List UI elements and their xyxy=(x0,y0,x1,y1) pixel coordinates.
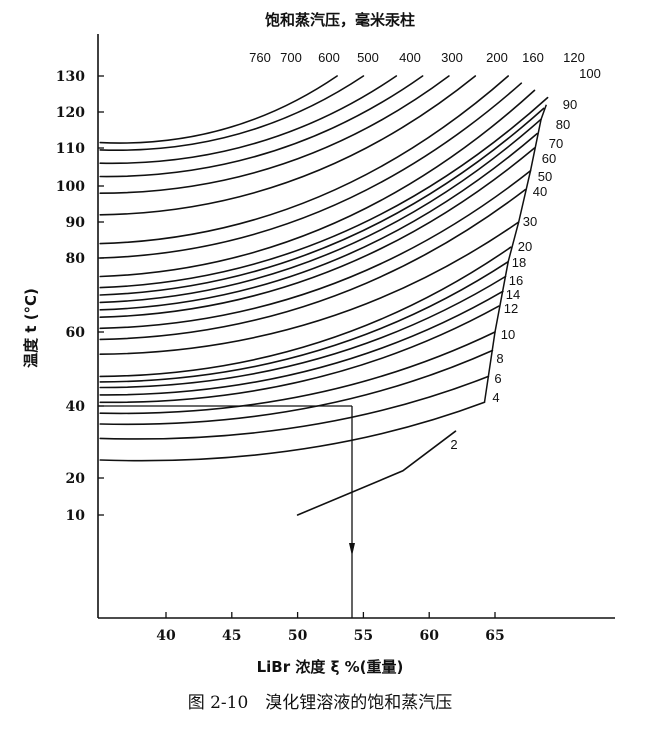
curve-label-right: 60 xyxy=(542,151,556,166)
curve-14-mmhg xyxy=(99,290,504,396)
y-tick-label: 110 xyxy=(56,141,85,157)
curve-600-mmhg xyxy=(99,75,398,165)
curve-label-top: 760 xyxy=(249,50,271,65)
x-axis-title: LiBr 浓度 ξ %(重量) xyxy=(257,658,404,676)
curve-label-top: 100 xyxy=(579,66,601,81)
curve-label-right: 10 xyxy=(501,327,515,342)
curve-160-mmhg xyxy=(99,82,523,259)
curves xyxy=(99,75,549,516)
curve-700-mmhg xyxy=(99,75,365,152)
curve-label-top: 120 xyxy=(563,50,585,65)
y-tick-label: 60 xyxy=(66,325,86,341)
curve-label-right: 18 xyxy=(512,255,526,270)
curve-400-mmhg xyxy=(99,75,450,194)
curve-8-mmhg xyxy=(99,349,494,426)
curve-label-top: 300 xyxy=(441,50,463,65)
curve-label-right: 40 xyxy=(533,184,547,199)
y-tick-label: 130 xyxy=(56,69,85,85)
curve-90-mmhg xyxy=(99,107,545,296)
y-ticks: 10 20 40 60 80 90 100 110 120 130 xyxy=(56,69,104,524)
curve-label-top: 600 xyxy=(318,50,340,65)
curve-760-mmhg xyxy=(99,75,338,144)
curve-label-right: 30 xyxy=(523,214,537,229)
curve-2-mmhg xyxy=(296,430,457,516)
curve-100-mmhg xyxy=(99,96,549,289)
curve-label-right: 90 xyxy=(563,97,577,112)
x-tick-label: 45 xyxy=(222,628,241,644)
x-ticks: 40 45 50 55 60 65 xyxy=(156,612,505,644)
curve-40-mmhg xyxy=(99,188,527,341)
curve-label-right: 2 xyxy=(450,437,457,452)
curve-label-right: 20 xyxy=(518,239,532,254)
curve-label-right: 80 xyxy=(556,117,570,132)
curve-label-right: 50 xyxy=(538,169,552,184)
curve-label-right: 4 xyxy=(492,390,499,405)
crystallization-boundary xyxy=(483,104,548,403)
y-tick-label: 100 xyxy=(56,179,85,195)
curve-500-mmhg xyxy=(99,75,424,178)
curve-200-mmhg xyxy=(99,75,509,245)
y-tick-label: 20 xyxy=(66,471,86,487)
figure-caption: 图 2-10 溴化锂溶液的饱和蒸汽压 xyxy=(188,693,453,713)
y-axis-title: 温度 t (°C) xyxy=(22,288,40,368)
curve-70-mmhg xyxy=(99,132,538,311)
curve-30-mmhg xyxy=(99,221,520,355)
curve-label-top: 400 xyxy=(399,50,421,65)
y-tick-label: 90 xyxy=(66,215,86,231)
curve-label-top: 700 xyxy=(280,50,302,65)
x-tick-label: 40 xyxy=(156,628,176,644)
curve-18-mmhg xyxy=(99,260,509,383)
y-tick-label: 120 xyxy=(56,105,85,121)
curve-16-mmhg xyxy=(99,275,507,389)
curve-label-right: 70 xyxy=(549,136,563,151)
curve-label-right: 6 xyxy=(494,371,501,386)
curve-label-top: 200 xyxy=(486,50,508,65)
curve-6-mmhg xyxy=(99,375,490,440)
curve-50-mmhg xyxy=(99,170,532,330)
x-tick-label: 55 xyxy=(354,628,373,644)
y-tick-label: 40 xyxy=(66,399,86,415)
curve-4-mmhg xyxy=(99,401,486,462)
curve-label-right: 16 xyxy=(509,273,523,288)
curve-label-top: 160 xyxy=(522,50,544,65)
curve-20-mmhg xyxy=(99,246,512,378)
curve-300-mmhg xyxy=(99,75,477,216)
x-tick-label: 50 xyxy=(288,628,308,644)
curve-label-right: 12 xyxy=(504,301,518,316)
curve-label-right: 8 xyxy=(496,351,503,366)
curve-10-mmhg xyxy=(99,331,496,415)
curve-60-mmhg xyxy=(99,147,536,318)
curve-120-mmhg xyxy=(99,89,536,278)
y-tick-label: 10 xyxy=(66,508,86,524)
y-tick-label: 80 xyxy=(66,251,86,267)
x-tick-label: 60 xyxy=(419,628,439,644)
curve-80-mmhg xyxy=(99,118,542,304)
example-reading-lines xyxy=(98,405,355,618)
axes xyxy=(97,34,615,619)
x-tick-label: 65 xyxy=(485,628,504,644)
curve-label-right: 14 xyxy=(506,287,520,302)
reading-arrow-icon xyxy=(349,543,355,556)
chart-title: 饱和蒸汽压，毫米汞柱 xyxy=(265,11,415,29)
curve-12-mmhg xyxy=(99,305,500,404)
curve-label-top: 500 xyxy=(357,50,379,65)
